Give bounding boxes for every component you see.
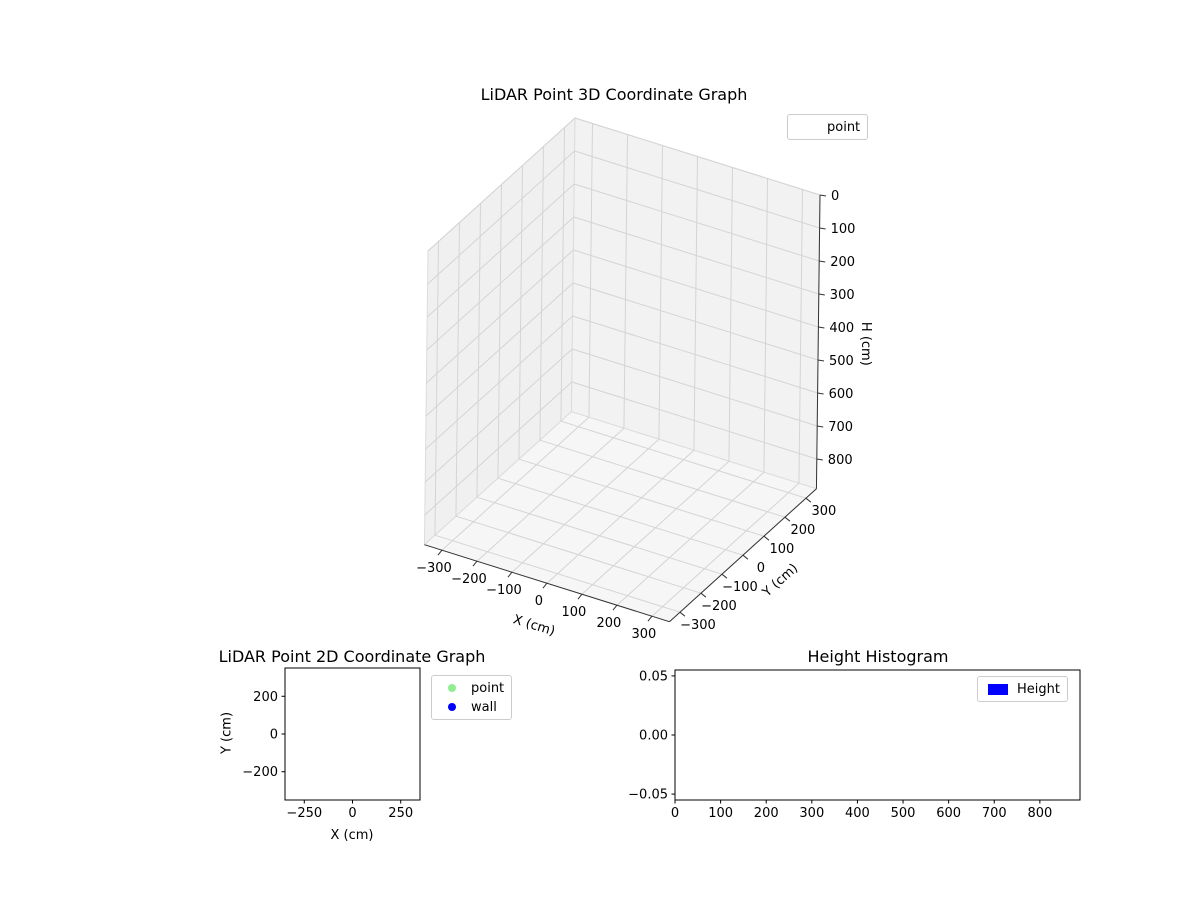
svg-text:0.00: 0.00: [639, 729, 668, 744]
svg-text:250: 250: [388, 806, 413, 821]
svg-text:100: 100: [562, 605, 587, 620]
legend-label: Height: [1017, 681, 1060, 697]
legend-label: wall: [471, 699, 497, 715]
svg-text:0: 0: [535, 594, 543, 609]
plot3d-legend: point: [787, 114, 869, 140]
svg-text:H (cm): H (cm): [858, 322, 873, 366]
svg-text:600: 600: [829, 387, 854, 402]
svg-text:0: 0: [757, 561, 765, 576]
svg-text:Y (cm): Y (cm): [759, 561, 801, 601]
svg-text:400: 400: [845, 806, 870, 821]
plot3d-title: LiDAR Point 3D Coordinate Graph: [480, 85, 748, 104]
svg-text:300: 300: [799, 806, 824, 821]
svg-text:−200: −200: [701, 599, 737, 614]
svg-text:200: 200: [830, 255, 855, 270]
svg-text:300: 300: [632, 627, 657, 642]
svg-text:−200: −200: [242, 765, 278, 780]
svg-text:0: 0: [831, 189, 839, 204]
svg-text:300: 300: [812, 504, 837, 519]
svg-text:200: 200: [597, 616, 622, 631]
svg-text:500: 500: [829, 354, 854, 369]
legend-marker-patch: [988, 683, 1008, 695]
svg-text:0: 0: [348, 806, 356, 821]
svg-text:0.05: 0.05: [639, 669, 668, 684]
svg-text:700: 700: [828, 420, 853, 435]
svg-text:700: 700: [982, 806, 1007, 821]
legend-entry: Height: [985, 681, 1060, 697]
svg-text:0: 0: [671, 806, 679, 821]
svg-text:300: 300: [830, 288, 855, 303]
svg-text:−250: −250: [286, 806, 322, 821]
plot3d-axes: −300−200−10001002003003002001000−100−200…: [416, 116, 873, 642]
legend-label: point: [471, 680, 505, 696]
svg-text:100: 100: [831, 222, 856, 237]
svg-text:−200: −200: [451, 572, 487, 587]
plot2d-axes: −250 0 250 200 0 −200: [242, 667, 421, 821]
hist-legend: Height: [977, 676, 1068, 702]
svg-text:−300: −300: [680, 618, 716, 633]
legend-handle: [439, 684, 465, 692]
svg-text:800: 800: [828, 453, 853, 468]
svg-text:400: 400: [829, 321, 854, 336]
svg-text:800: 800: [1027, 806, 1052, 821]
svg-text:0: 0: [270, 728, 278, 743]
svg-text:500: 500: [891, 806, 916, 821]
plot2d-title: LiDAR Point 2D Coordinate Graph: [218, 647, 486, 666]
legend-handle: [985, 683, 1011, 695]
legend-entry: wall: [439, 699, 504, 715]
legend-marker-dot: [448, 703, 456, 711]
svg-text:−0.05: −0.05: [628, 788, 668, 803]
svg-text:−100: −100: [486, 583, 522, 598]
svg-text:200: 200: [253, 690, 278, 705]
legend-label: point: [827, 119, 861, 135]
legend-entry: point: [439, 680, 504, 696]
svg-text:100: 100: [708, 806, 733, 821]
legend-handle: [439, 703, 465, 711]
svg-text:200: 200: [791, 523, 816, 538]
legend-entry: point: [795, 119, 860, 135]
svg-text:X (cm): X (cm): [511, 612, 557, 639]
hist-title: Height Histogram: [807, 647, 949, 666]
plot2d-xlabel: X (cm): [330, 828, 374, 843]
plot2d-legend: point wall: [431, 675, 513, 720]
legend-marker-dot: [448, 684, 456, 692]
plot2d-ylabel: Y (cm): [219, 711, 235, 755]
svg-text:−100: −100: [722, 580, 758, 595]
svg-text:600: 600: [936, 806, 961, 821]
svg-text:100: 100: [770, 542, 795, 557]
svg-text:200: 200: [754, 806, 779, 821]
svg-text:−300: −300: [416, 561, 452, 576]
